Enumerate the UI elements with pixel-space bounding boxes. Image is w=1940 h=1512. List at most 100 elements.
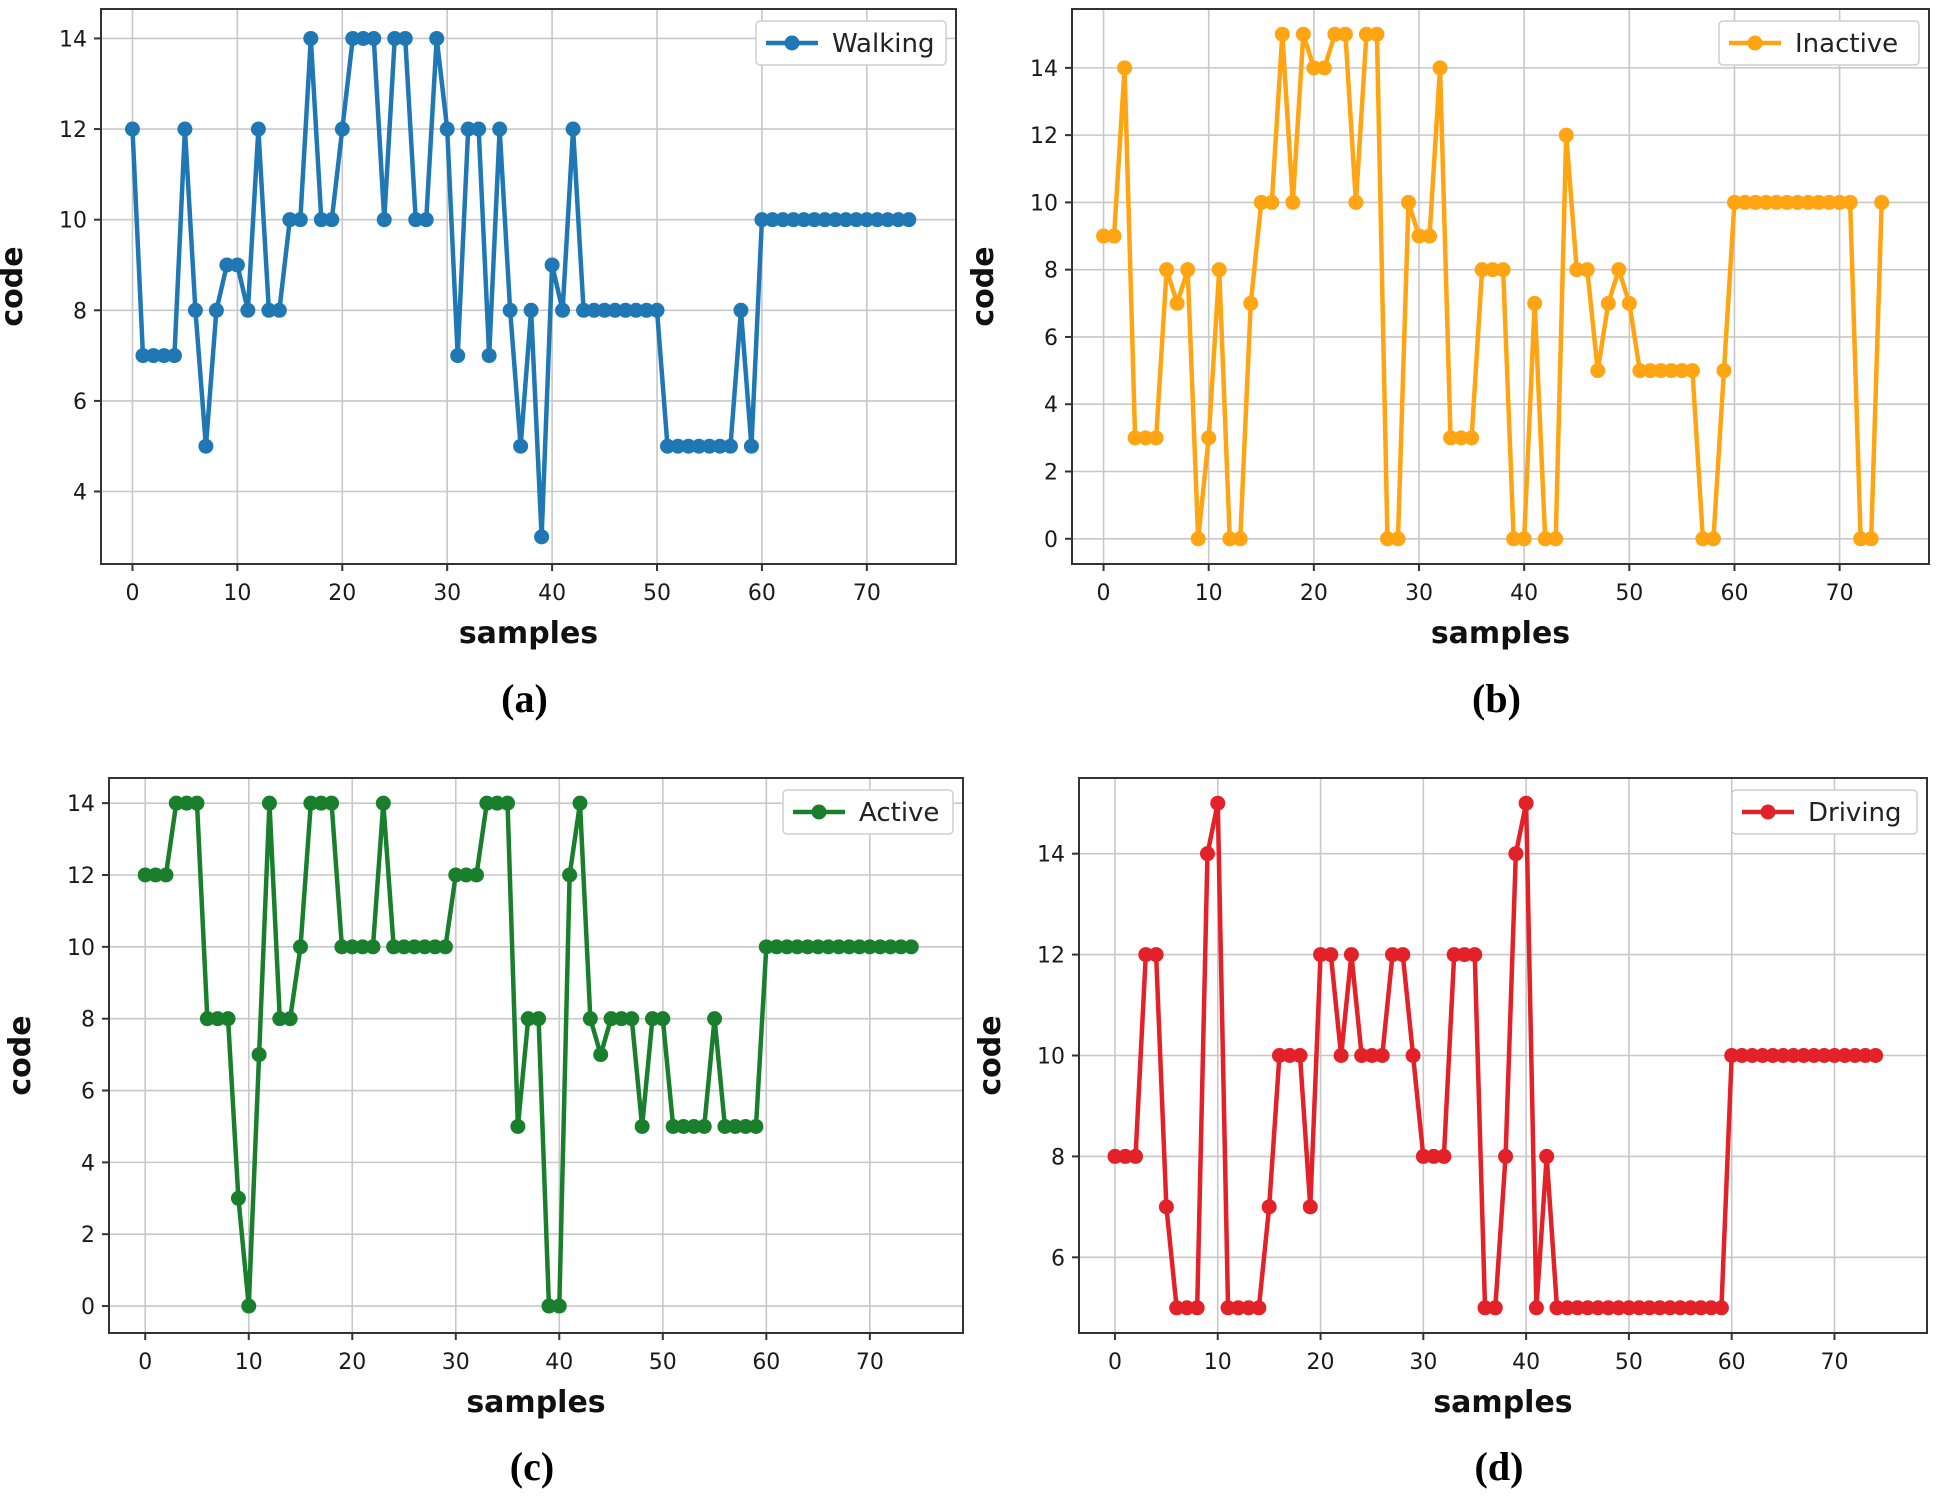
data-point <box>859 212 875 228</box>
data-point <box>1527 295 1543 311</box>
data-point <box>418 212 434 228</box>
data-point <box>1333 1048 1349 1063</box>
data-point <box>1790 194 1806 210</box>
subplot-caption: (c) <box>510 1444 554 1489</box>
data-point <box>189 795 205 811</box>
y-tick-label: 8 <box>1044 259 1058 284</box>
data-point <box>1436 1148 1452 1164</box>
data-point <box>1611 262 1627 278</box>
data-point <box>303 795 319 811</box>
data-point <box>334 121 350 137</box>
y-tick-label: 12 <box>1037 944 1065 969</box>
data-point <box>187 302 203 318</box>
data-point <box>1747 194 1763 210</box>
data-point <box>376 212 392 228</box>
data-point <box>481 348 497 364</box>
data-point <box>1600 295 1616 311</box>
data-point <box>137 867 153 883</box>
legend-marker <box>1760 804 1776 820</box>
data-point <box>219 257 235 273</box>
data-point <box>1446 947 1462 963</box>
data-point <box>1716 363 1732 379</box>
y-tick-label: 10 <box>67 936 95 961</box>
data-point <box>1539 1148 1555 1164</box>
x-tick-label: 60 <box>1720 581 1748 606</box>
data-point <box>292 212 308 228</box>
x-tick-label: 70 <box>1826 581 1854 606</box>
data-point <box>293 939 309 955</box>
data-point <box>179 795 195 811</box>
x-tick-label: 10 <box>223 581 251 606</box>
data-point <box>618 302 634 318</box>
data-point <box>1600 1300 1616 1316</box>
legend: Active <box>782 789 954 835</box>
data-point <box>1190 531 1206 547</box>
data-point <box>1498 1148 1514 1164</box>
data-point <box>1549 1300 1565 1316</box>
data-point <box>1506 531 1522 547</box>
data-point <box>1354 1048 1370 1063</box>
data-point <box>1758 194 1774 210</box>
data-point <box>1422 228 1438 244</box>
data-point <box>220 1011 236 1027</box>
plot-area <box>1071 8 1930 565</box>
legend-box <box>1718 20 1920 66</box>
data-point <box>355 30 371 46</box>
data-point <box>417 939 433 955</box>
data-point <box>282 212 298 228</box>
data-point <box>1148 947 1164 963</box>
y-tick-label: 14 <box>1030 57 1058 82</box>
data-point <box>1558 127 1574 143</box>
data-point <box>869 212 885 228</box>
data-point <box>230 1190 246 1206</box>
legend: Walking <box>755 20 947 66</box>
data-point <box>883 939 899 955</box>
x-tick-label: 40 <box>545 1350 573 1375</box>
data-point <box>520 1011 536 1027</box>
x-tick-label: 10 <box>1204 1350 1232 1375</box>
data-point <box>1755 1048 1771 1063</box>
data-point <box>1726 194 1742 210</box>
y-axis-label: code <box>966 246 1001 326</box>
y-tick-label: 6 <box>1051 1246 1065 1271</box>
data-point <box>1385 947 1401 963</box>
data-point <box>1796 1048 1812 1063</box>
data-point <box>1537 531 1553 547</box>
plot-border <box>1071 8 1930 565</box>
data-point <box>862 939 878 955</box>
y-tick-label: 4 <box>1044 393 1058 418</box>
data-point <box>1579 262 1595 278</box>
legend-box <box>755 20 947 66</box>
x-tick-label: 40 <box>1510 581 1538 606</box>
y-tick-label: 4 <box>73 481 87 506</box>
data-point <box>1744 1048 1760 1063</box>
data-point <box>810 939 826 955</box>
data-point <box>738 1118 754 1134</box>
legend: Driving <box>1731 789 1918 835</box>
data-point <box>1232 531 1248 547</box>
data-point <box>1453 430 1469 446</box>
data-point <box>1251 1300 1267 1316</box>
data-point <box>1508 846 1524 862</box>
data-point <box>1703 1300 1719 1316</box>
data-point <box>1159 262 1175 278</box>
data-point <box>406 939 422 955</box>
x-tick-label: 60 <box>1718 1350 1746 1375</box>
data-point <box>510 1118 526 1134</box>
data-point <box>1179 1300 1195 1316</box>
data-point <box>177 121 193 137</box>
data-point <box>901 212 917 228</box>
y-tick-label: 10 <box>59 209 87 234</box>
data-point <box>655 1011 671 1027</box>
data-point <box>1641 1300 1657 1316</box>
subplot-b: 0 10 20 30 40 50 60 70 0 2 4 6 8 10 12 14 samples code (b)… <box>966 8 1930 721</box>
x-tick-label: 20 <box>338 1350 366 1375</box>
data-point <box>375 795 391 811</box>
data-point <box>880 212 896 228</box>
data-point <box>1364 1048 1380 1063</box>
data-point <box>1548 531 1564 547</box>
data-point <box>429 30 445 46</box>
x-tick-label: 50 <box>1615 581 1643 606</box>
x-tick-label: 0 <box>1108 1350 1122 1375</box>
data-point <box>1662 1300 1678 1316</box>
